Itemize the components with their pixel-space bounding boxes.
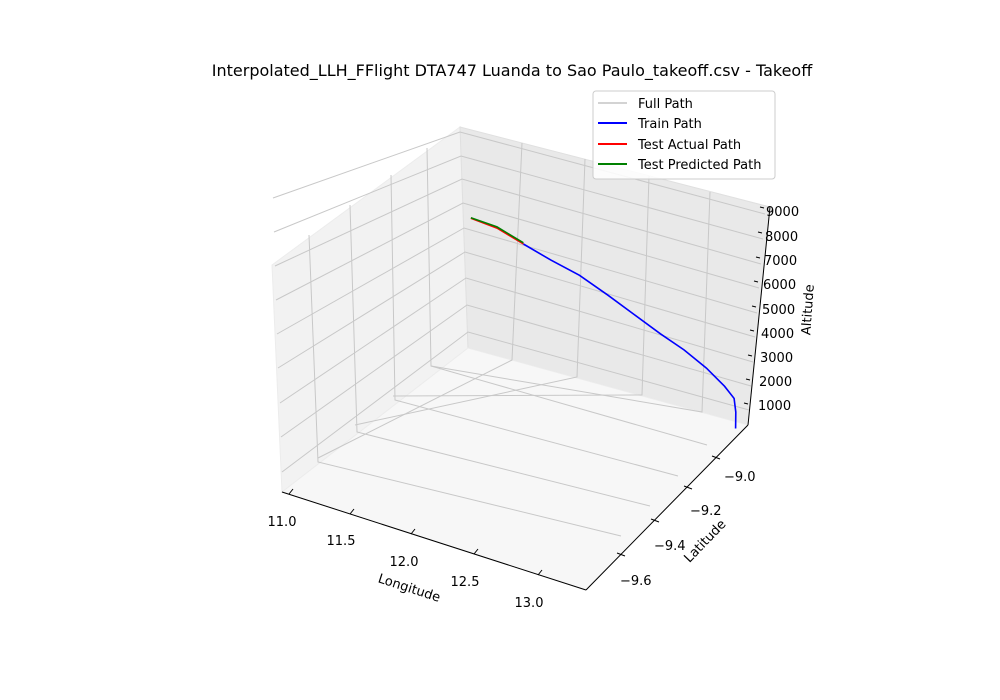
legend-label-test-actual-path: Test Actual Path [637,138,741,153]
grid-lines [272,131,766,537]
x-axis-label: Longitude [376,572,442,606]
z-tick-label: 6000 [763,278,796,293]
grid-line [276,227,758,335]
grid-line [317,142,523,459]
z-tick-mark [759,206,765,209]
grid-line [308,234,622,537]
y-tick-label: −9.0 [724,470,756,485]
grid-line [273,155,764,240]
x-tick-label: 12.0 [390,555,419,570]
y-tick-label: −9.4 [654,539,686,554]
x-tick-mark [410,528,416,535]
tick-marks [288,206,765,576]
z-tick-mark [745,378,751,381]
legend: Full Path Train Path Test Actual Path Te… [592,90,776,180]
x-tick-label: 11.0 [268,515,297,530]
legend-label-full-path: Full Path [638,97,693,112]
y-tick-mark [711,455,721,460]
y-axis-line [585,424,749,591]
z-tick-label: 2000 [759,375,792,390]
z-tick-mark [751,305,757,308]
grid-line [281,331,750,473]
grid-line [280,304,752,438]
legend-frame [592,90,776,180]
grid-line [354,158,586,426]
x-tick-label: 13.0 [515,596,544,611]
grid-line [349,204,651,507]
y-axis-label: Latitude [681,517,729,566]
z-tick-label: 4000 [761,327,794,342]
grid-line [272,131,766,215]
series-test-predicted-path [470,216,524,244]
x-tick-label: 12.5 [451,575,480,590]
y-tick-mark [650,518,660,523]
grid-line [277,251,756,369]
y-tick-mark [683,485,693,490]
series-train-path [522,243,737,429]
series-layer [470,216,737,429]
x-tick-mark [288,488,294,495]
z-tick-label: 8000 [765,230,798,245]
grid-line [430,191,711,413]
z-axis-label: Altitude [799,284,818,336]
x-tick-label: 11.5 [327,534,356,549]
grid-line [275,202,760,301]
z-axis-line [747,206,771,426]
y-tick-labels: −9.0 −9.2 −9.4 −9.6 [620,470,756,589]
z-tick-labels: 1000 2000 3000 4000 5000 6000 7000 8000 … [758,205,799,414]
x-tick-labels: 11.0 11.5 12.0 12.5 13.0 [268,515,544,611]
z-tick-mark [743,402,749,405]
chart-title: Interpolated_LLH_FFlight DTA747 Luanda t… [212,61,813,81]
z-tick-label: 5000 [762,303,795,318]
z-tick-label: 3000 [760,351,793,366]
grid-line [279,277,754,404]
grid-line [390,174,679,477]
grid-line [392,175,650,397]
axis-lines [281,206,771,591]
y-tick-label: −9.6 [620,574,652,589]
y-tick-mark [616,552,626,557]
z-tick-mark [755,256,761,259]
y-tick-label: −9.2 [690,504,722,519]
z-tick-label: 9000 [766,205,799,220]
z-tick-label: 7000 [764,254,797,269]
z-tick-mark [757,231,763,234]
x-axis-line [281,491,587,591]
z-tick-label: 1000 [758,399,791,414]
legend-label-test-predicted-path: Test Predicted Path [637,158,761,173]
x-tick-mark [349,508,355,515]
x-tick-mark [537,569,543,576]
z-tick-mark [753,280,759,283]
grid-line [274,178,762,267]
z-tick-mark [747,354,753,357]
legend-label-train-path: Train Path [637,117,702,132]
x-tick-mark [473,548,479,555]
z-tick-mark [749,329,755,332]
